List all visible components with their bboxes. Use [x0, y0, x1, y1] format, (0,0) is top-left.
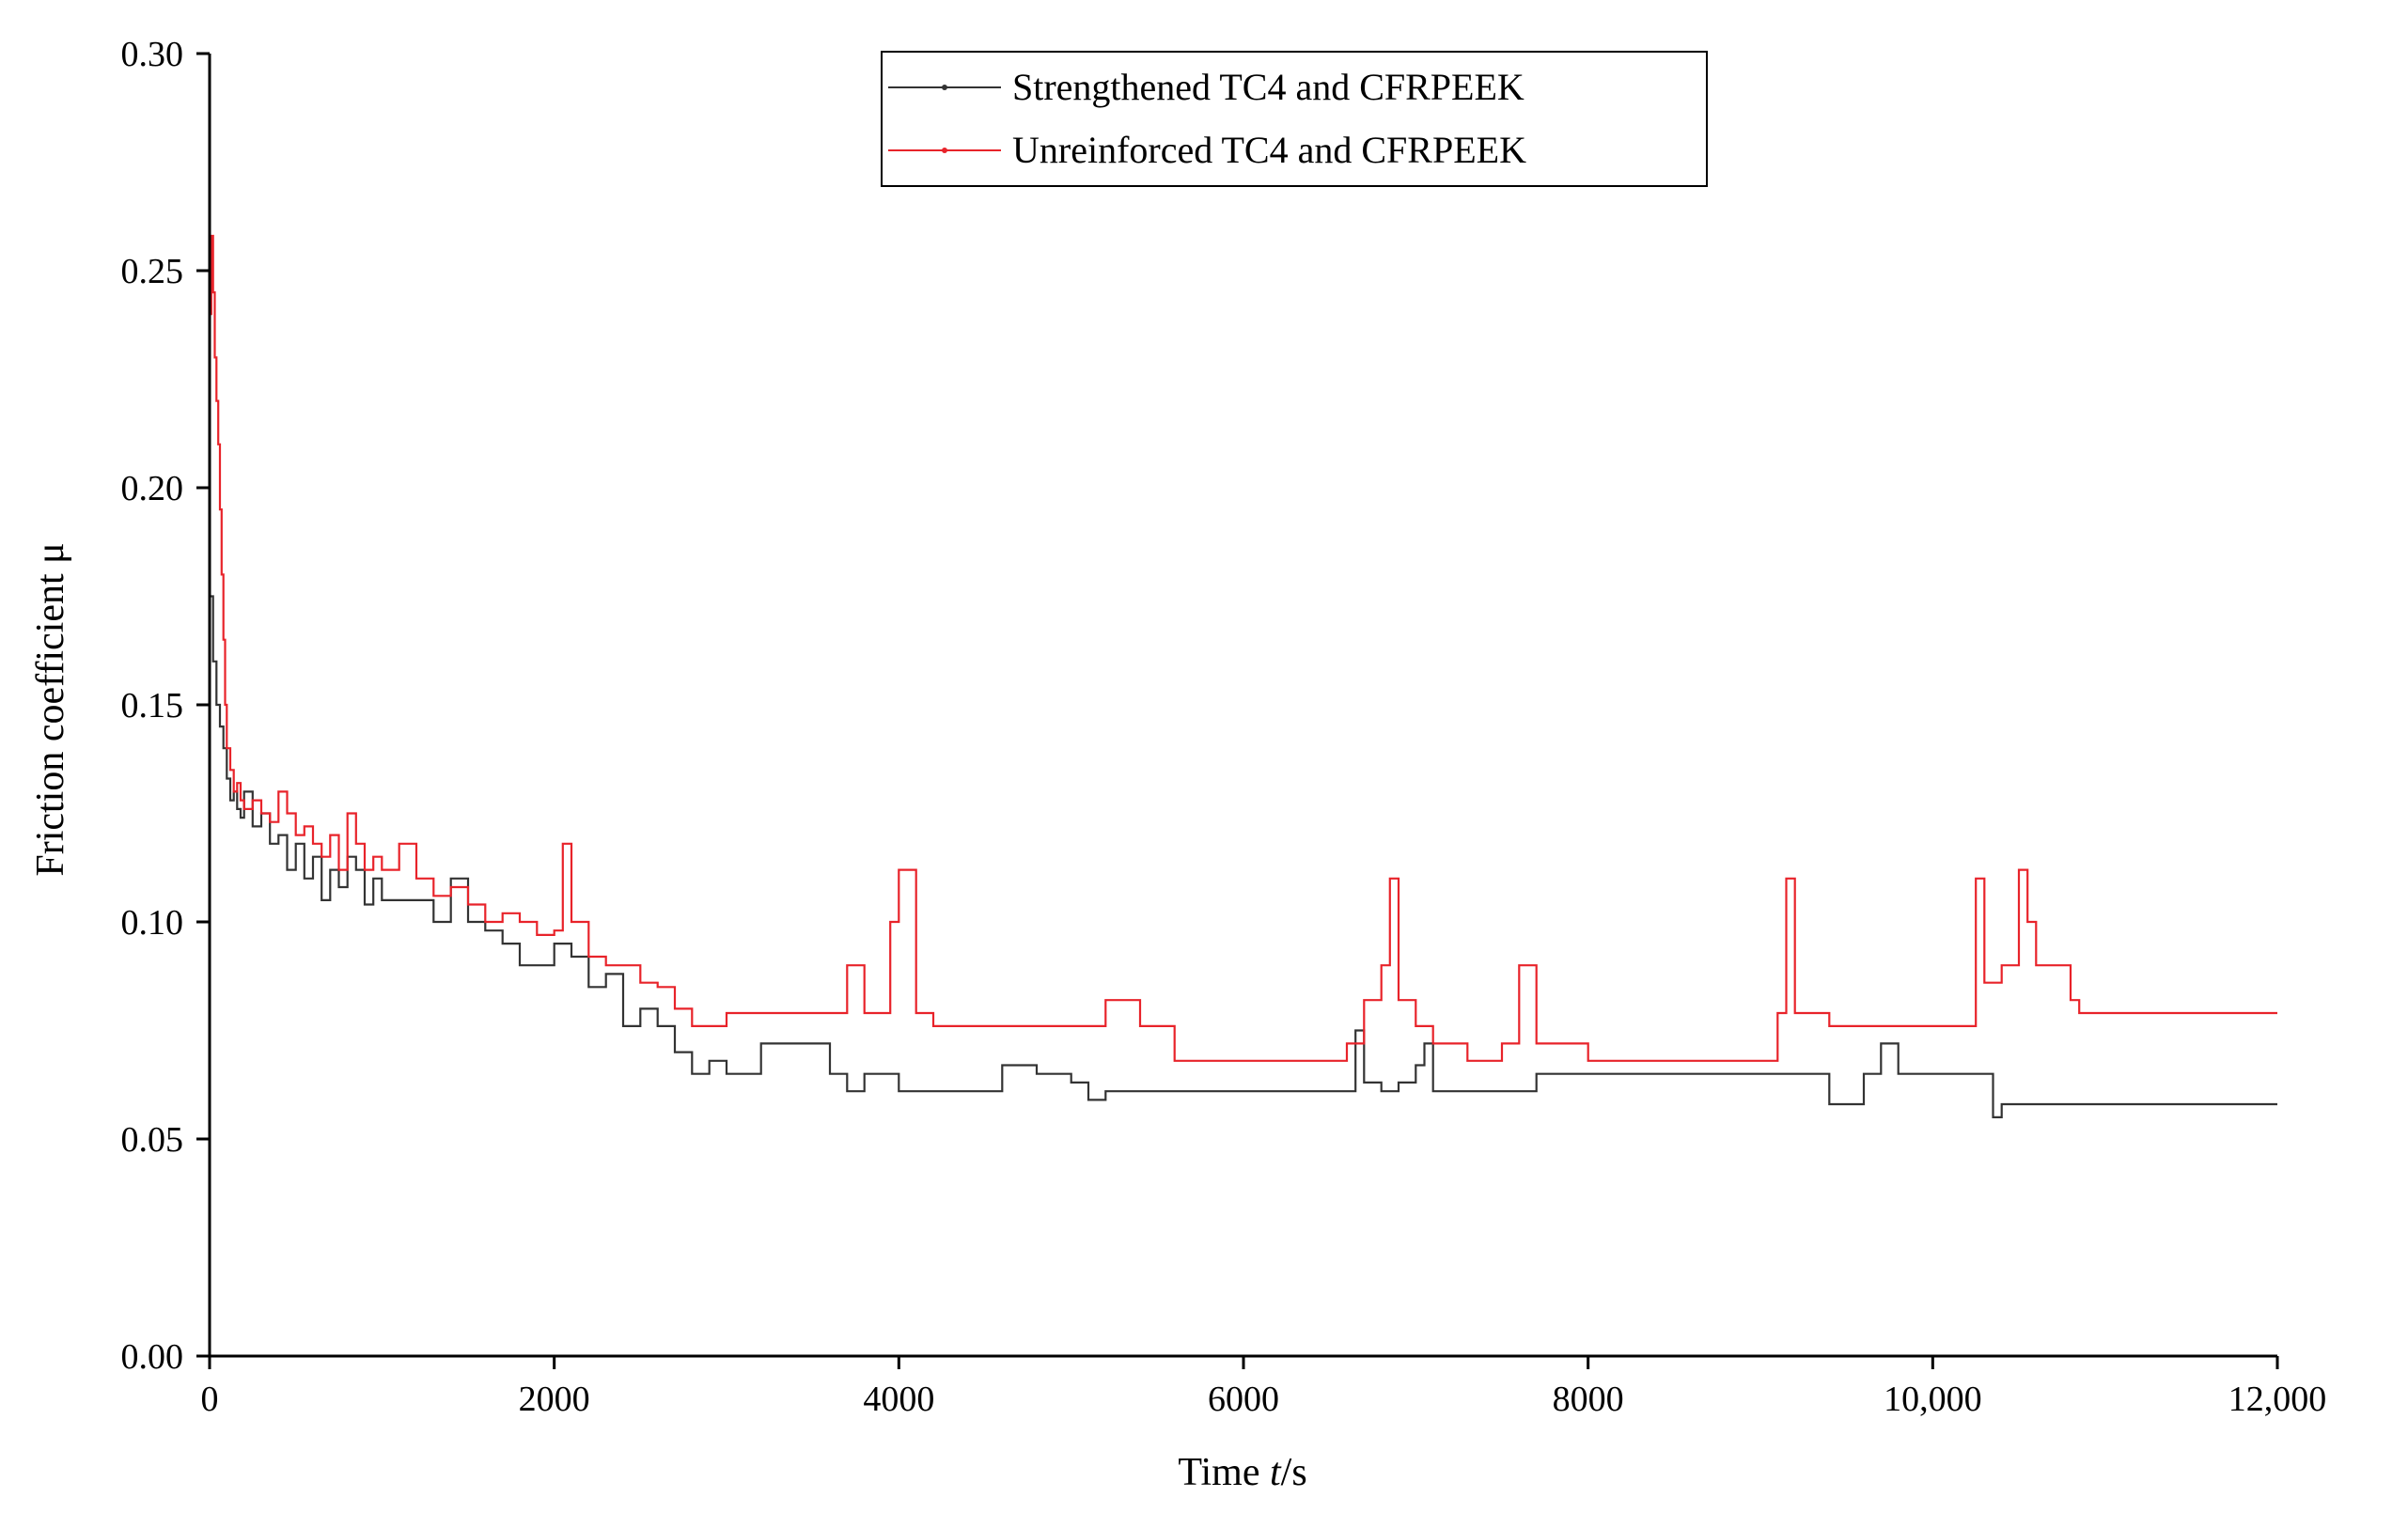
x-tick-label: 4000: [863, 1380, 934, 1419]
y-tick-label: 0.00: [121, 1337, 184, 1377]
y-tick-label: 0.05: [121, 1120, 184, 1160]
legend: Strengthened TC4 and CFRPEEK Unreinforce…: [881, 51, 1708, 187]
legend-marker-strengthened: [942, 85, 947, 90]
y-tick-label: 0.20: [121, 469, 184, 508]
y-tick-label: 0.30: [121, 35, 184, 74]
axes-layer: 0.00 0.05 0.10 0.15 0.20 0.25 0.30 0 2000 4000 600…: [121, 35, 2327, 1419]
x-tick-label: 2000: [519, 1380, 590, 1419]
series-line-strengthened: [210, 595, 2277, 1118]
series-line-unreinforced: [210, 234, 2277, 1062]
y-tick-label: 0.15: [121, 686, 184, 725]
legend-label-strengthened: Strengthened TC4 and CFRPEEK: [1012, 66, 1525, 108]
x-axis-title: Time t/s: [1178, 1451, 1306, 1494]
y-tick-label: 0.25: [121, 252, 184, 291]
x-axis-title-prefix: Time: [1178, 1451, 1270, 1494]
series-layer: [210, 234, 2277, 1118]
legend-box: [881, 51, 1708, 187]
legend-marker-unreinforced: [942, 148, 947, 153]
x-axis-title-unit: /s: [1281, 1451, 1307, 1494]
x-tick-label: 12,000: [2228, 1380, 2327, 1419]
x-tick-label: 8000: [1553, 1380, 1624, 1419]
legend-label-unreinforced: Unreinforced TC4 and CFRPEEK: [1012, 129, 1526, 171]
y-axis-title: Friction coefficient μ: [29, 542, 72, 876]
y-tick-label: 0.10: [121, 903, 184, 943]
x-tick-label: 10,000: [1884, 1380, 1982, 1419]
x-tick-label: 0: [201, 1380, 219, 1419]
x-tick-label: 6000: [1208, 1380, 1279, 1419]
x-axis-title-variable: t: [1270, 1451, 1282, 1494]
